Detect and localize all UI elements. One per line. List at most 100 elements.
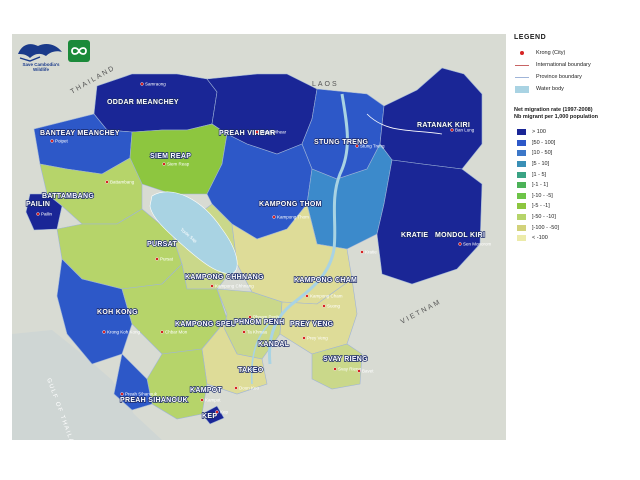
line-icon: [514, 61, 530, 69]
city-marker[interactable]: [162, 162, 166, 166]
city-label: Stung Treng: [360, 144, 385, 149]
city-marker[interactable]: [450, 128, 454, 132]
label-mondol-kiri: MONDOL KIRI: [435, 232, 485, 239]
city-marker[interactable]: [120, 392, 124, 396]
city-label: Ta Khmau: [247, 330, 268, 335]
label-takeo: TAKEO: [238, 367, 264, 374]
map-frame[interactable]: THAILAND LAOS VIETNAM GULF OF THAILAND T…: [12, 34, 506, 440]
city-marker[interactable]: [50, 139, 54, 143]
legend-classes: > 100]50 - 100]]10 - 50]]5 - 10]]1 - 5]]…: [514, 127, 634, 244]
class-label: ]10 - 50]: [532, 150, 553, 157]
class-label: ]-1 - 1]: [532, 182, 548, 189]
city-marker[interactable]: [355, 144, 359, 148]
line-icon: [514, 73, 530, 81]
city-label: Doun Keo: [239, 386, 260, 391]
class-swatch: [517, 129, 526, 136]
class-swatch: [517, 182, 526, 189]
city-marker[interactable]: [305, 294, 309, 298]
label-kandal: KANDAL: [258, 341, 290, 348]
city-label: Kampong Chhnang: [215, 284, 254, 289]
city-marker[interactable]: [160, 330, 164, 334]
label-kampot: KAMPOT: [190, 387, 223, 394]
city-marker[interactable]: [210, 284, 214, 288]
red-dot-icon: [514, 49, 530, 57]
city-label: Kampong Thom: [277, 215, 309, 220]
logo-area: Save Cambodia's Wildlife: [16, 40, 100, 72]
class-label: ]-100 - -50]: [532, 224, 559, 231]
label-pailin: PAILIN: [26, 201, 50, 208]
province-preah-sihanouk[interactable]: [113, 353, 153, 411]
city-marker[interactable]: [302, 336, 306, 340]
city-marker[interactable]: [155, 257, 159, 261]
label-battambang: BATTAMBANG: [42, 193, 94, 200]
legend-class: ]1 - 5]: [514, 169, 634, 180]
class-label: > 100: [532, 129, 546, 136]
city-label: Preah Sihanouk: [125, 392, 158, 397]
label-ratanak-kiri: RATANAK KIRI: [417, 122, 470, 129]
legend-class: > 100: [514, 127, 634, 138]
city-marker[interactable]: [272, 215, 276, 219]
city-marker[interactable]: [200, 398, 204, 402]
city-marker[interactable]: [248, 315, 252, 319]
city-marker[interactable]: [242, 330, 246, 334]
province-kampong-speu[interactable]: [121, 263, 228, 355]
city-marker[interactable]: [234, 386, 238, 390]
infinity-icon: [71, 47, 87, 55]
province-kampong-cham[interactable]: [231, 203, 353, 305]
label-pursat: PURSAT: [147, 241, 177, 248]
city-marker[interactable]: [215, 410, 219, 414]
class-swatch: [517, 139, 526, 146]
legend-class: ]-10 - -5]: [514, 191, 634, 202]
legend-item-label: International boundary: [536, 62, 591, 68]
city-label: Battambang: [110, 180, 135, 185]
city-label: Sen Monorom: [463, 242, 492, 247]
label-stung-treng: STUNG TRENG: [314, 139, 368, 146]
city-label: Krong Koh Kong: [107, 330, 141, 335]
city-label: Chbar Mon: [165, 330, 188, 335]
sea-area: [12, 330, 162, 440]
map-canvas[interactable]: THAILAND LAOS VIETNAM GULF OF THAILAND T…: [12, 34, 506, 440]
class-swatch: [517, 235, 526, 242]
ramp-title-line-1: Net migration rate (1997-2008): [514, 107, 593, 113]
class-swatch: [517, 203, 526, 210]
class-label: ]-50 - -10]: [532, 214, 556, 221]
class-label: ]1 - 5]: [532, 171, 547, 178]
label-kampong-chhnang: KAMPONG CHHNANG: [185, 274, 264, 281]
city-marker[interactable]: [36, 212, 40, 216]
ramp-title: Net migration rate (1997-2008) Nb migran…: [514, 107, 634, 121]
legend-item: Province boundary: [514, 71, 634, 83]
city-marker[interactable]: [105, 180, 109, 184]
province-layer: [25, 67, 483, 425]
class-swatch: [517, 224, 526, 231]
city-marker[interactable]: [140, 82, 144, 86]
city-marker[interactable]: [333, 367, 337, 371]
city-marker[interactable]: [360, 250, 364, 254]
city-marker[interactable]: [322, 304, 326, 308]
province-takeo[interactable]: [201, 318, 268, 395]
city-label: Samraong: [145, 82, 166, 87]
legend-class: ]-50 - -10]: [514, 212, 634, 223]
wildlife-logo-text: Save Cambodia's Wildlife: [22, 62, 60, 72]
legend-class: ]10 - 50]: [514, 148, 634, 159]
bassac-river: [250, 318, 275, 385]
label-kep: KEP: [202, 413, 217, 420]
city-layer: Samraong Poipet Battambang Pailin Siem Reap P…: [36, 82, 492, 415]
province-kep[interactable]: [201, 405, 225, 425]
city-label: Prey Veng: [307, 336, 328, 341]
city-marker[interactable]: [255, 130, 259, 134]
class-label: < -100: [532, 235, 548, 242]
label-siem-reap: SIEM REAP: [150, 153, 191, 160]
city-marker[interactable]: [357, 369, 361, 373]
city-marker[interactable]: [102, 330, 106, 334]
city-marker[interactable]: [458, 242, 462, 246]
province-svay-rieng[interactable]: [311, 343, 363, 390]
class-swatch: [517, 214, 526, 221]
legend-item: International boundary: [514, 59, 634, 71]
province-mondol-kiri[interactable]: [376, 159, 483, 285]
city-label: Preah Vihear: [260, 130, 287, 135]
label-oddar-meanchey: ODDAR MEANCHEY: [107, 99, 179, 106]
label-prey-veng: PREY VENG: [290, 321, 334, 328]
water-swatch: [514, 85, 530, 93]
province-prey-veng[interactable]: [279, 278, 358, 355]
class-label: ]5 - 10]: [532, 161, 550, 168]
